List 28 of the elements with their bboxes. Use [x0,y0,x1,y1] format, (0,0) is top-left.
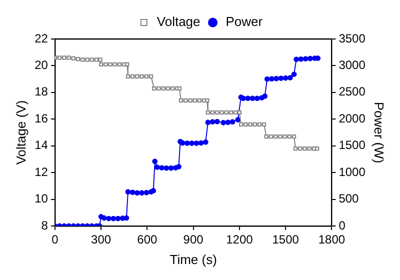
legend-label: Power [226,14,264,30]
legend-label: Voltage [156,14,200,30]
y2-tick-label: 2000 [338,111,366,126]
y2-tick-label: 500 [338,192,360,206]
y-tick-label: 18 [34,84,48,99]
x-tick-label: 1500 [272,232,300,247]
y-tick-label: 20 [34,58,48,72]
y2-tick-label: 3000 [338,58,366,72]
y-tick-label: 8 [41,218,48,232]
x-tick-label: 300 [91,232,112,247]
x-tick-label: 1800 [318,232,346,247]
y2-tick-label: 3500 [338,31,366,46]
y2-tick-label: 1000 [338,164,366,179]
x-axis-title: Time (s) [170,252,217,267]
y-tick-label: 14 [34,138,48,152]
x-tick-label: 600 [137,232,158,247]
y-tick-label: 10 [34,192,48,206]
y2-axis-title: Power (W) [372,102,387,164]
y-tick-label: 16 [34,111,48,126]
x-tick-label: 900 [183,232,204,247]
y2-tick-label: 0 [338,218,346,232]
y2-tick-label: 2500 [338,84,366,99]
y-tick-label: 22 [34,31,48,46]
y2-tick-label: 1500 [338,138,366,152]
y-axis-title: Voltage (V) [13,100,28,165]
x-tick-label: 1200 [226,232,254,247]
y-tick-label: 12 [34,164,48,179]
x-tick-label: 0 [52,232,59,247]
